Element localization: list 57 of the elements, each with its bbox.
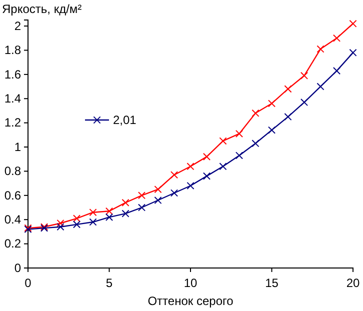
point: [332, 67, 341, 75]
point: [89, 208, 97, 216]
x-tick-label: 15: [265, 276, 279, 290]
point: [72, 214, 81, 222]
y-axis-title: Яркость, кд/м²: [2, 2, 82, 16]
legend-label: 2,01: [113, 113, 137, 128]
x-tick-label: 10: [184, 276, 198, 290]
y-tick-label: 1.6: [4, 67, 22, 82]
y-tick-label: 0: [14, 260, 22, 275]
point: [202, 172, 211, 180]
point: [300, 72, 308, 80]
y-tick-label: 1: [14, 140, 22, 154]
y-tick-label: 2: [14, 18, 22, 33]
x-tick-label: 0: [24, 276, 32, 290]
point: [186, 182, 194, 190]
point: [284, 85, 292, 93]
y-tick-label: 0.8: [4, 164, 22, 178]
x-tick-label: 5: [106, 276, 113, 290]
y-tick-label: 1.4: [4, 91, 22, 106]
point: [316, 82, 324, 90]
point: [170, 171, 178, 179]
point: [202, 152, 211, 160]
point: [186, 162, 194, 170]
y-tick-label: 1.2: [4, 116, 22, 130]
point: [105, 207, 114, 215]
point: [138, 192, 146, 200]
point: [122, 198, 130, 206]
y-tick-label: 0.2: [4, 236, 22, 251]
y-tick-label: 0.6: [4, 188, 22, 202]
point: [72, 220, 81, 228]
point: [56, 219, 64, 228]
point: [122, 210, 130, 218]
point: [268, 126, 276, 134]
point: [219, 137, 227, 145]
point: [154, 196, 162, 204]
point: [154, 186, 162, 194]
point: [284, 112, 292, 121]
point: [300, 98, 308, 106]
point: [105, 213, 114, 221]
y-tick-label: 0.4: [4, 212, 22, 226]
point: [349, 20, 357, 28]
point: [235, 130, 244, 138]
point: [219, 162, 227, 170]
point: [332, 34, 341, 42]
point: [138, 204, 146, 212]
x-tick-label: 20: [346, 276, 360, 290]
x-axis-title: Оттенок серого: [148, 294, 234, 308]
point: [89, 218, 97, 226]
y-tick-label: 1.8: [4, 43, 22, 58]
point: [316, 45, 324, 53]
point: [252, 109, 260, 117]
point: [252, 140, 260, 148]
point: [56, 223, 64, 231]
point: [349, 48, 357, 56]
point: [268, 100, 276, 108]
point: [170, 189, 178, 197]
point: [235, 152, 244, 160]
